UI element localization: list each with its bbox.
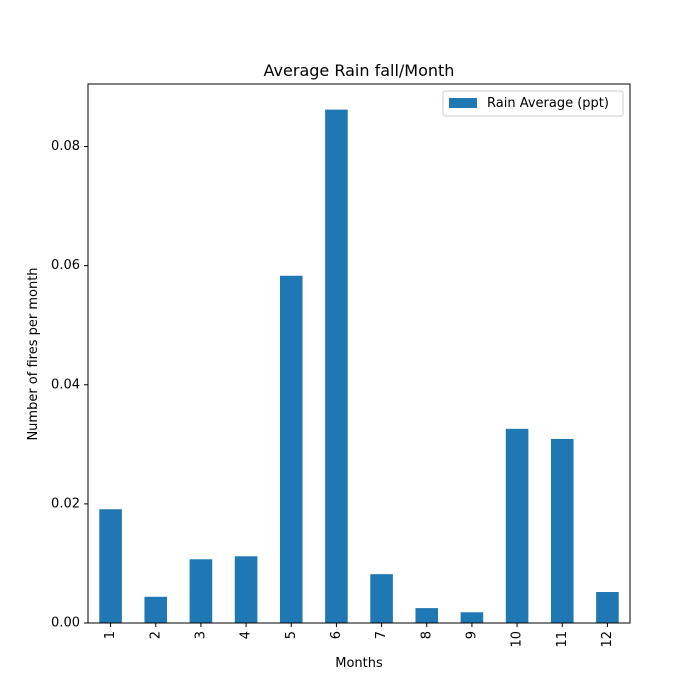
bars-group (99, 109, 619, 624)
x-tick-label: 2 (148, 631, 163, 639)
x-tick-label: 3 (193, 631, 208, 639)
x-tick-label: 4 (239, 631, 254, 639)
y-tick-label: 0.08 (51, 139, 80, 154)
bar-month-9 (460, 612, 484, 623)
y-tick-label: 0.00 (51, 616, 80, 631)
bar-month-2 (144, 596, 168, 623)
bar-month-5 (279, 275, 303, 623)
x-tick-label: 9 (464, 631, 479, 639)
chart-title: Average Rain fall/Month (264, 61, 455, 80)
legend-swatch (449, 98, 477, 108)
x-tick-label: 1 (103, 631, 118, 639)
x-tick-label: 8 (419, 631, 434, 639)
bar-month-1 (99, 509, 122, 623)
y-axis-label: Number of fires per month (26, 267, 41, 440)
bar-month-3 (189, 559, 213, 623)
bar-month-12 (596, 592, 619, 623)
bar-month-7 (370, 574, 393, 623)
x-tick-label: 11 (555, 631, 570, 648)
y-tick-label: 0.06 (51, 258, 80, 273)
y-tick-label: 0.04 (51, 377, 80, 392)
legend-entry: Rain Average (ppt) (487, 96, 609, 111)
bar-month-10 (505, 428, 529, 623)
x-axis: 1 2 3 4 5 6 7 8 9 10 11 12 (103, 623, 615, 648)
plot-frame (87, 83, 631, 624)
y-axis: 0.00 0.02 0.04 0.06 0.08 (51, 139, 88, 631)
x-tick-label: 12 (600, 631, 615, 648)
bar-month-11 (550, 438, 574, 623)
x-tick-label: 6 (329, 631, 344, 639)
bar-month-4 (234, 556, 258, 623)
y-tick-label: 0.02 (51, 496, 80, 511)
legend: Rain Average (ppt) (442, 90, 624, 117)
legend-box (442, 90, 624, 117)
x-tick-label: 5 (284, 631, 299, 639)
x-tick-label: 7 (374, 631, 389, 639)
bar-month-8 (415, 608, 439, 623)
x-tick-label: 10 (510, 631, 525, 648)
x-axis-label: Months (335, 656, 383, 671)
bar-month-6 (325, 109, 348, 624)
